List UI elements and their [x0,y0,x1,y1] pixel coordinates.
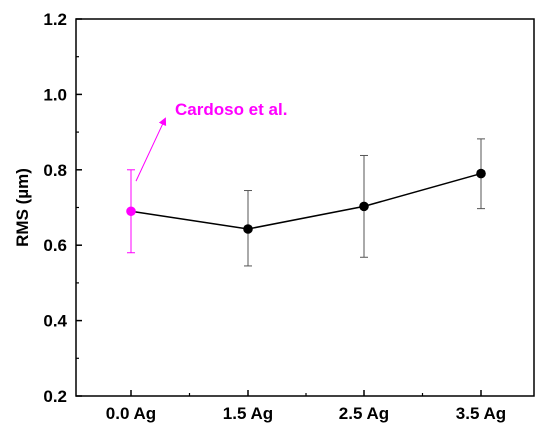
y-tick-label: 0.8 [43,161,67,180]
x-tick-label: 3.5 Ag [456,404,506,423]
series-layer [126,138,486,267]
annotation-arrow [135,117,167,182]
data-point [476,168,486,179]
labels-layer: 0.2 0.4 0.6 0.8 1.0 1.2 0.0 Ag 1.5 Ag 2.5 Ag 3.5 … [43,10,506,423]
x-tick-label: 2.5 Ag [339,404,389,423]
y-tick-label: 0.4 [43,312,67,331]
annotation-cardoso-label: Cardoso et al. [175,100,287,119]
y-tick-label: 1.0 [43,85,67,104]
data-point-magenta [126,206,136,217]
ticks-layer [76,18,482,397]
data-point [243,224,253,234]
plot-area-frame [75,18,535,397]
y-tick-label: 1.2 [43,10,67,29]
y-tick-label: 0.6 [43,236,67,255]
data-point [359,201,369,212]
y-tick-label: 0.2 [43,387,67,406]
x-tick-label: 1.5 Ag [223,404,273,423]
y-axis-title: RMS (µm) [13,168,32,247]
series-line [130,172,482,230]
x-tick-label: 0.0 Ag [106,404,156,423]
